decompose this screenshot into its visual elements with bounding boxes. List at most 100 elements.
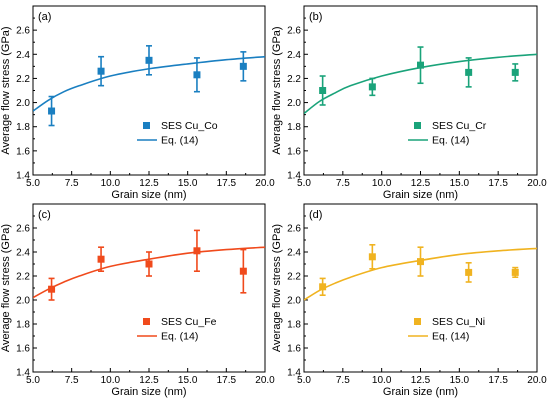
plot-frame	[32, 5, 266, 176]
legend-marker	[414, 318, 421, 325]
x-tick-label: 20.0	[527, 375, 547, 386]
y-axis-label: Average flow stress (GPa)	[0, 26, 12, 154]
y-tick-label: 1.8	[287, 320, 301, 331]
y-tick-label: 2.4	[16, 248, 30, 259]
y-tick-label: 1.8	[16, 320, 30, 331]
y-tick-label: 2.2	[287, 74, 301, 85]
legend-marker	[414, 122, 421, 129]
x-tick-label: 5.0	[26, 178, 40, 189]
x-tick-label: 7.5	[65, 178, 79, 189]
x-tick-label: 15.0	[450, 375, 470, 386]
data-point	[319, 283, 327, 291]
y-tick-label: 1.6	[16, 146, 30, 157]
x-tick-label: 20.0	[255, 178, 275, 189]
x-tick-label: 12.5	[139, 178, 159, 189]
data-point	[511, 68, 519, 76]
y-tick-label: 2.0	[287, 296, 301, 307]
data-point	[368, 253, 376, 261]
y-tick-label: 1.8	[287, 122, 301, 133]
y-tick-label: 2.2	[16, 272, 30, 283]
y-tick-label: 1.6	[287, 146, 301, 157]
data-point	[417, 61, 424, 69]
x-tick-label: 20.0	[527, 178, 547, 189]
data-point	[145, 56, 153, 64]
y-tick-label: 2.2	[287, 272, 301, 283]
y-tick-label: 2.0	[16, 296, 30, 307]
legend-marker	[143, 318, 150, 325]
panel-label: (a)	[38, 11, 51, 23]
legend-label-fit: Eq. (14)	[161, 135, 198, 147]
data-point	[511, 268, 519, 276]
legend-label-points: SES Cu_Co	[161, 120, 218, 132]
x-tick-label: 17.5	[217, 178, 237, 189]
data-point	[319, 87, 327, 94]
x-tick-label: 7.5	[65, 375, 79, 386]
y-tick-label: 2.6	[16, 26, 30, 37]
fit-curve-line	[304, 53, 537, 115]
y-tick-label: 1.4	[287, 171, 301, 182]
y-tick-label: 2.0	[287, 98, 301, 109]
legend-label-points: SES Cu_Fe	[161, 316, 217, 328]
y-tick-label: 1.4	[16, 368, 30, 379]
x-tick-label: 5.0	[297, 375, 311, 386]
legend-label-fit: Eq. (14)	[161, 331, 198, 343]
plot-frame	[303, 5, 538, 176]
x-axis-label: Grain size (nm)	[383, 386, 458, 398]
data-point	[145, 260, 153, 268]
data-point	[368, 83, 376, 91]
data-point	[465, 268, 473, 276]
panel-label: (b)	[309, 11, 322, 23]
plot-frame	[303, 203, 538, 373]
x-tick-label: 12.5	[411, 375, 431, 386]
x-axis-label: Grain size (nm)	[383, 189, 458, 201]
panel-2: 5.0 7.5 10.0 12.5 15.0 17.5 20.0 1.4 1.6 1.8 2.0 2.…	[271, 5, 547, 201]
panel-1: 5.0 7.5 10.0 12.5 15.0 17.5 20.0 1.4 1.6 1.8 2.0 2.…	[0, 5, 275, 201]
data-point	[465, 68, 473, 76]
y-tick-label: 2.6	[287, 26, 301, 37]
panel-label: (c)	[38, 209, 51, 221]
data-point	[97, 255, 105, 263]
x-tick-label: 5.0	[297, 178, 311, 189]
y-axis-label: Average flow stress (GPa)	[271, 26, 283, 154]
legend-label-points: SES Cu_Ni	[432, 316, 485, 328]
y-axis-label: Average flow stress (GPa)	[271, 224, 283, 352]
data-point	[239, 62, 247, 70]
x-tick-label: 15.0	[178, 178, 198, 189]
data-point	[193, 247, 201, 255]
x-tick-label: 17.5	[217, 375, 237, 386]
y-tick-label: 2.0	[16, 98, 30, 109]
x-tick-label: 10.0	[101, 375, 121, 386]
fit-curve-group	[304, 53, 537, 115]
fit-curve-group	[33, 55, 265, 112]
legend-label-fit: Eq. (14)	[432, 135, 469, 147]
legend-label-fit: Eq. (14)	[432, 331, 469, 343]
data-point	[239, 267, 247, 275]
data-point	[193, 71, 201, 79]
y-tick-label: 1.8	[16, 122, 30, 133]
y-tick-label: 1.4	[16, 171, 30, 182]
x-tick-label: 15.0	[178, 375, 198, 386]
y-tick-label: 1.6	[16, 344, 30, 355]
y-tick-label: 2.2	[16, 74, 30, 85]
y-tick-label: 2.4	[16, 50, 30, 61]
x-tick-label: 10.0	[372, 375, 392, 386]
y-tick-label: 2.6	[16, 224, 30, 235]
x-axis-label: Grain size (nm)	[111, 386, 186, 398]
y-tick-label: 2.6	[287, 224, 301, 235]
x-tick-label: 17.5	[488, 375, 508, 386]
x-tick-label: 12.5	[139, 375, 159, 386]
plot-frame	[32, 203, 266, 373]
data-point	[417, 258, 424, 266]
x-tick-label: 5.0	[26, 375, 40, 386]
y-tick-label: 1.6	[287, 344, 301, 355]
y-tick-label: 2.4	[287, 50, 301, 61]
x-tick-label: 7.5	[336, 178, 350, 189]
fit-curve-line	[33, 55, 265, 112]
x-tick-label: 15.0	[450, 178, 470, 189]
y-tick-label: 2.4	[287, 248, 301, 259]
x-tick-label: 17.5	[488, 178, 508, 189]
legend-label-points: SES Cu_Cr	[432, 120, 487, 132]
x-tick-label: 20.0	[255, 375, 275, 386]
x-axis-label: Grain size (nm)	[111, 189, 186, 201]
